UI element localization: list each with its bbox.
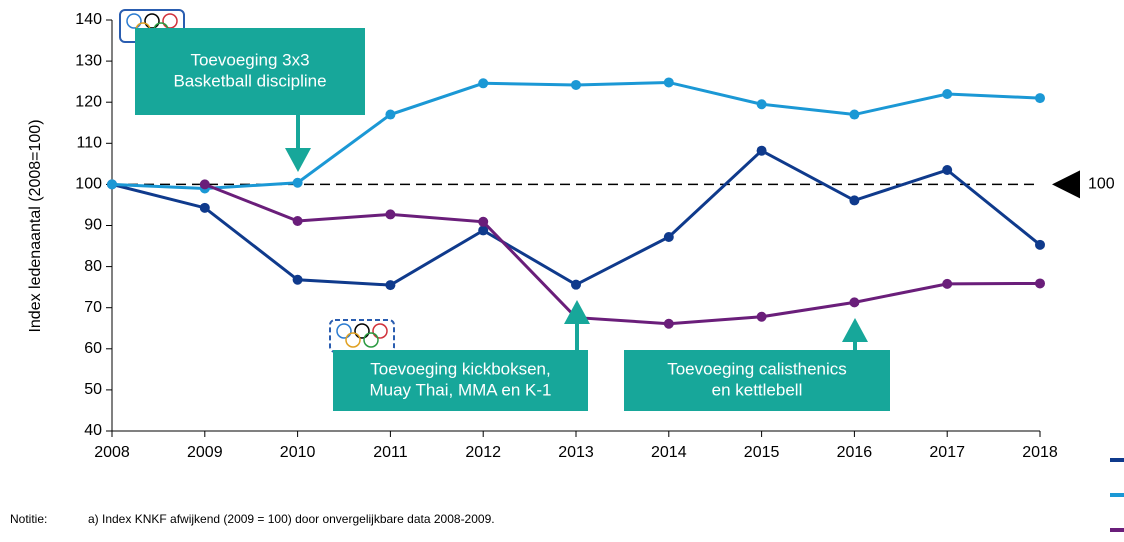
y-tick-label: 110: [76, 135, 102, 152]
annotation-text: Basketball discipline: [173, 71, 326, 90]
data-point: [478, 225, 489, 236]
reference-label: 100: [1088, 176, 1115, 193]
data-point: [663, 77, 674, 88]
annotation-box: [135, 28, 365, 115]
annotation: Toevoeging kickboksen, Muay Thai, MMA en …: [333, 300, 590, 411]
y-tick-label: 120: [75, 93, 102, 110]
y-tick-label: 80: [84, 258, 102, 275]
data-point: [942, 88, 953, 99]
series-line: [204, 183, 1041, 326]
annotation-box: [624, 350, 890, 411]
annotation-arrowhead: [842, 318, 868, 342]
data-point: [385, 280, 396, 291]
annotation-arrowhead: [285, 148, 311, 172]
x-tick-label: 2012: [465, 444, 501, 461]
y-tick-label: 130: [75, 52, 102, 69]
data-point: [663, 232, 674, 243]
data-point: [849, 109, 860, 120]
x-tick-label: 2015: [744, 444, 780, 461]
data-point: [663, 318, 674, 329]
annotation: Toevoeging 3x3 Basketball discipline: [135, 28, 365, 172]
data-point: [1035, 278, 1045, 289]
x-tick-label: 2014: [651, 444, 687, 461]
y-axis-label: Index ledenaantal (2008=100): [27, 119, 44, 332]
x-tick-label: 2017: [929, 444, 965, 461]
data-point: [292, 215, 303, 226]
x-tick-label: 2010: [280, 444, 316, 461]
data-point: [199, 179, 210, 190]
data-point: [942, 278, 953, 289]
y-tick-label: 70: [84, 299, 102, 316]
y-tick-label: 100: [75, 176, 102, 193]
x-tick-label: 2013: [558, 444, 594, 461]
annotation-text: Toevoeging 3x3: [190, 50, 309, 69]
note-label: Notitie:: [10, 512, 47, 526]
data-point: [107, 179, 117, 190]
y-tick-label: 140: [75, 11, 102, 28]
y-tick-label: 50: [84, 381, 102, 398]
data-point: [849, 297, 860, 308]
data-point: [478, 216, 489, 227]
data-point: [385, 109, 396, 120]
data-point: [756, 145, 767, 156]
data-point: [942, 165, 953, 176]
data-point: [1035, 239, 1045, 250]
data-point: [849, 195, 860, 206]
data-point: [385, 209, 396, 220]
annotation: Toevoeging calisthenics en kettlebell: [624, 318, 890, 411]
y-tick-label: 90: [84, 217, 102, 234]
data-point: [1035, 93, 1045, 104]
annotation-text: en kettlebell: [712, 380, 803, 399]
x-tick-label: 2008: [94, 444, 130, 461]
annotation-arrowhead: [564, 300, 590, 324]
annotation-text: Toevoeging calisthenics: [667, 359, 847, 378]
annotation-text: Muay Thai, MMA en K-1: [369, 380, 551, 399]
data-point: [292, 274, 303, 285]
data-point: [571, 79, 581, 90]
data-point: [756, 99, 767, 110]
reference-marker: [1052, 170, 1080, 199]
x-tick-label: 2018: [1022, 444, 1058, 461]
y-tick-label: 40: [84, 422, 102, 439]
x-tick-label: 2009: [187, 444, 223, 461]
annotation-text: Toevoeging kickboksen,: [370, 359, 551, 378]
annotation-box: [333, 350, 588, 411]
x-tick-label: 2016: [837, 444, 873, 461]
data-point: [756, 311, 767, 322]
note-text: a) Index KNKF afwijkend (2009 = 100) doo…: [88, 512, 495, 526]
data-point: [292, 177, 303, 188]
y-tick-label: 60: [84, 340, 102, 357]
olympic-icon: [329, 319, 395, 353]
data-point: [199, 202, 210, 213]
data-point: [571, 279, 581, 290]
x-tick-label: 2011: [373, 444, 408, 461]
series-line: [111, 148, 1041, 287]
data-point: [478, 78, 489, 89]
